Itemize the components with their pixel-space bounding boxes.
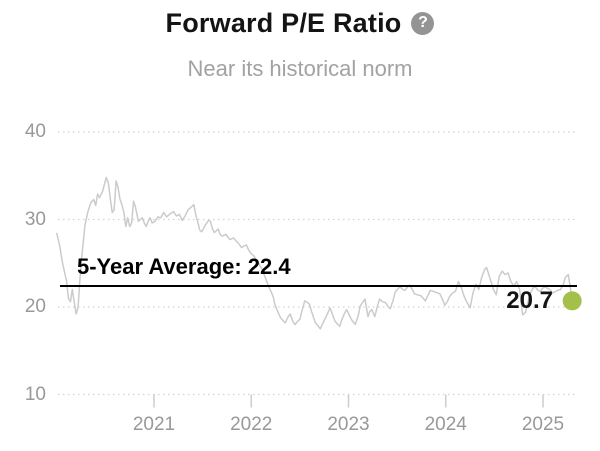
help-icon[interactable]: ? [411, 11, 435, 35]
x-axis-label: 2023 [327, 414, 370, 435]
x-axis-label: 2022 [230, 414, 273, 435]
x-axis-label: 2025 [521, 414, 565, 435]
chart-header: Forward P/E Ratio ? [0, 5, 600, 41]
question-mark-glyph: ? [418, 14, 428, 31]
page-subtitle: Near its historical norm [187, 56, 413, 81]
y-axis-label: 20 [24, 296, 46, 317]
current-value-label: 20.7 [506, 287, 553, 314]
current-value-dot [562, 291, 582, 311]
page-title: Forward P/E Ratio [165, 7, 402, 38]
y-axis-label: 10 [24, 383, 46, 405]
x-axis-label: 2021 [132, 414, 176, 435]
y-axis-label: 40 [24, 121, 46, 142]
average-line-label: 5-Year Average: 22.4 [77, 254, 291, 279]
x-axis-label: 2024 [424, 414, 467, 435]
y-axis-label: 30 [24, 208, 46, 230]
